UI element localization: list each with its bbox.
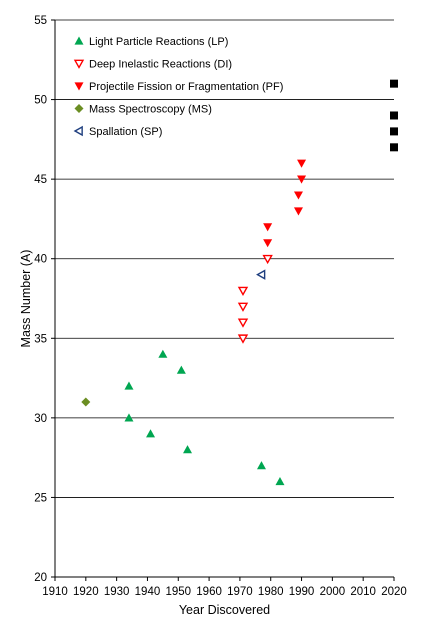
x-tick-label: 1960 [196, 586, 222, 598]
x-tick-label: 2020 [381, 586, 407, 598]
y-tick-label: 30 [34, 413, 47, 425]
legend-label: Spallation (SP) [89, 126, 162, 138]
data-point [390, 127, 398, 136]
legend: Light Particle Reactions (LP) Deep Inelas… [73, 36, 283, 138]
legend-label: Mass Spectroscopy (MS) [89, 104, 212, 116]
y-tick-label: 20 [34, 572, 47, 584]
series-group [256, 269, 266, 280]
data-point [176, 365, 186, 374]
series-group [124, 349, 285, 486]
data-point [237, 318, 249, 328]
y-tick-label: 45 [34, 174, 47, 186]
series-group [81, 397, 91, 407]
data-point [293, 191, 303, 200]
data-point [262, 254, 273, 265]
x-axis-label: Year Discovered [179, 603, 270, 617]
legend-marker [73, 125, 83, 137]
legend-marker [74, 82, 84, 91]
data-point [390, 143, 398, 152]
data-point [237, 286, 249, 296]
x-tick-label: 1980 [258, 586, 284, 598]
x-tick-label: 1910 [42, 586, 68, 598]
tick-labels: 20 25 30 35 40 45 50 55 1910 1920 1930 1940 1950 1960… [34, 15, 407, 598]
series-group [263, 159, 307, 248]
x-tick-label: 2000 [320, 586, 346, 598]
data-point [263, 239, 273, 248]
x-tick-label: 2010 [350, 586, 376, 598]
legend-label: Deep Inelastic Reactions (DI) [89, 59, 232, 71]
legend-marker [73, 59, 85, 69]
data-point [293, 207, 303, 216]
data-point [124, 413, 134, 422]
data-point [390, 111, 398, 120]
legend-background [65, 28, 291, 145]
legend-marker [74, 36, 84, 45]
y-tick-label: 25 [34, 492, 47, 504]
data-point [237, 334, 249, 344]
series-group [390, 79, 398, 152]
data-point [297, 159, 307, 168]
legend-marker [74, 104, 84, 113]
data-point [275, 477, 285, 486]
legend-label: Projectile Fission or Fragmentation (PF) [89, 81, 283, 93]
legend-label: Light Particle Reactions (LP) [89, 36, 228, 48]
data-point [146, 429, 156, 438]
data-point [256, 461, 266, 470]
x-tick-label: 1920 [73, 586, 99, 598]
x-tick-label: 1950 [165, 586, 191, 598]
y-tick-label: 40 [34, 254, 47, 266]
y-tick-label: 50 [34, 95, 47, 107]
data-point [158, 349, 168, 358]
y-axis-label: Mass Number (A) [19, 250, 33, 348]
x-tick-label: 1930 [104, 586, 130, 598]
data-point [256, 269, 266, 280]
data-point [237, 302, 249, 312]
data-point [263, 223, 273, 232]
data-points [81, 79, 398, 486]
y-tick-label: 55 [34, 15, 47, 27]
series-group [237, 254, 273, 344]
data-point [124, 381, 134, 390]
x-tick-label: 1940 [135, 586, 161, 598]
data-point [297, 175, 307, 184]
data-point [183, 445, 193, 454]
data-point [81, 397, 91, 407]
y-tick-label: 35 [34, 333, 47, 345]
data-point [390, 79, 398, 88]
axes [51, 19, 395, 581]
x-tick-label: 1970 [227, 586, 253, 598]
x-tick-label: 1990 [289, 586, 315, 598]
